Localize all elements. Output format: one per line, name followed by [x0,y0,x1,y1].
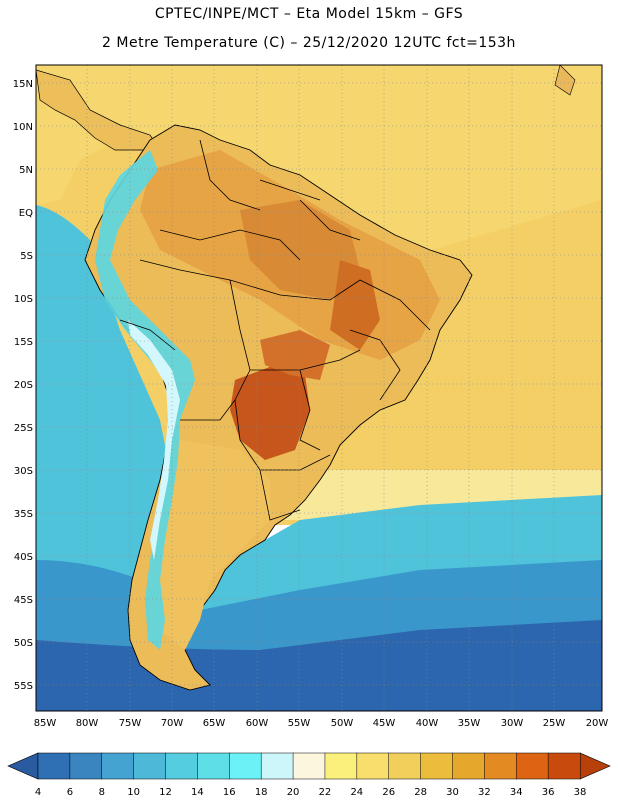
ocean-coast-warm [36,65,602,250]
map-frame [35,64,603,712]
colorbar-arrow-right [579,752,611,780]
colorbar-swatch [292,752,326,780]
lat-label: 45S [14,595,33,606]
colorbar-swatch [484,752,517,780]
colorbar-tick-label: 32 [478,787,491,798]
lon-label: 30W [501,718,524,729]
colorbar-swatch [356,752,390,780]
hot-zone-amazon [240,200,360,300]
colorbar-swatch [37,752,71,780]
title-line-2: 2 Metre Temperature (C) – 25/12/2020 12U… [102,35,516,51]
lat-label: 30S [14,466,33,477]
colorbar-swatch [420,752,454,780]
colorbar-tick-label: 12 [159,787,172,798]
colorbar-tick-label: 30 [446,787,459,798]
andes-snow [128,320,180,560]
colorbar-arrow-left [7,752,39,780]
lon-label: 20W [586,718,609,729]
lon-label: 45W [373,718,396,729]
colorbar-swatch [260,752,294,780]
lon-label: 85W [34,718,57,729]
lat-label: 10N [13,122,33,133]
lat-label: 5S [20,251,33,262]
lat-label: EQ [19,208,33,219]
lon-label: 65W [203,718,226,729]
lat-label: 10S [14,294,33,305]
lat-label: 35S [14,509,33,520]
lon-label: 75W [119,718,142,729]
colorbar-swatch [229,752,262,780]
lat-label: 20S [14,380,33,391]
colorbar-tick-label: 18 [255,787,268,798]
colorbar: 4 6 8 10 12 14 16 18 20 22 24 26 28 30 32 34 36 38 [7,752,611,798]
colorbar-swatch [547,752,581,780]
country-borders [119,139,431,521]
colorbar-tick-label: 26 [382,787,395,798]
lat-label: 40S [14,552,33,563]
latitude-labels: 15N 10N 5N EQ 5S 10S 15S 20S 25S 30S 35S… [13,79,33,692]
hot-zone-center [330,260,380,350]
warm-zone-south [160,440,270,650]
hot-zone-paraguay [230,365,310,460]
colorbar-tick-label: 28 [414,787,427,798]
ocean-coldest-band [36,620,602,711]
colorbar-tick-label: 38 [574,787,587,798]
caribbean-island [554,65,576,96]
colorbar-swatch [165,752,198,780]
longitude-labels: 85W 80W 75W 70W 65W 60W 55W 50W 45W 40W … [34,718,609,729]
lon-label: 25W [543,718,566,729]
colorbar-swatch [69,752,103,780]
colorbar-tick-label: 34 [510,787,523,798]
colorbar-swatch [101,752,135,780]
colorbar-tick-label: 14 [191,787,204,798]
colorbar-swatch [133,752,167,780]
colorbar-tick-label: 10 [127,787,140,798]
colorbar-tick-label: 8 [99,787,105,798]
colorbar-swatch [388,752,422,780]
lat-label: 5N [19,165,33,176]
lon-label: 60W [246,718,269,729]
colorbar-swatches [37,752,581,780]
title-line-1: CPTEC/INPE/MCT – Eta Model 15km – GFS [154,6,464,22]
lat-label: 15S [14,337,33,348]
colorbar-tick-label: 20 [287,787,300,798]
central-america-land [36,69,161,151]
colorbar-tick-label: 36 [542,787,555,798]
lon-label: 50W [331,718,354,729]
colorbar-swatch [515,752,549,780]
lat-label: 15N [13,79,33,90]
map-body [36,65,602,711]
colorbar-swatch [197,752,230,780]
colorbar-tick-label: 4 [35,787,41,798]
colorbar-tick-label: 6 [67,787,73,798]
colorbar-tick-label: 22 [319,787,332,798]
lon-label: 40W [416,718,439,729]
colorbar-tick-label: 16 [223,787,236,798]
lat-label: 25S [14,423,33,434]
colorbar-swatch [324,752,358,780]
lon-label: 70W [161,718,184,729]
colorbar-tick-label: 24 [350,787,363,798]
hot-zone-mato-grosso [260,330,330,380]
lat-label: 50S [14,638,33,649]
lon-label: 35W [458,718,481,729]
colorbar-labels: 4 6 8 10 12 14 16 18 20 22 24 26 28 30 32 34 36 38 [35,787,587,798]
lon-label: 55W [288,718,311,729]
colorbar-swatch [452,752,485,780]
lon-label: 80W [76,718,99,729]
lat-label: 55S [14,681,33,692]
